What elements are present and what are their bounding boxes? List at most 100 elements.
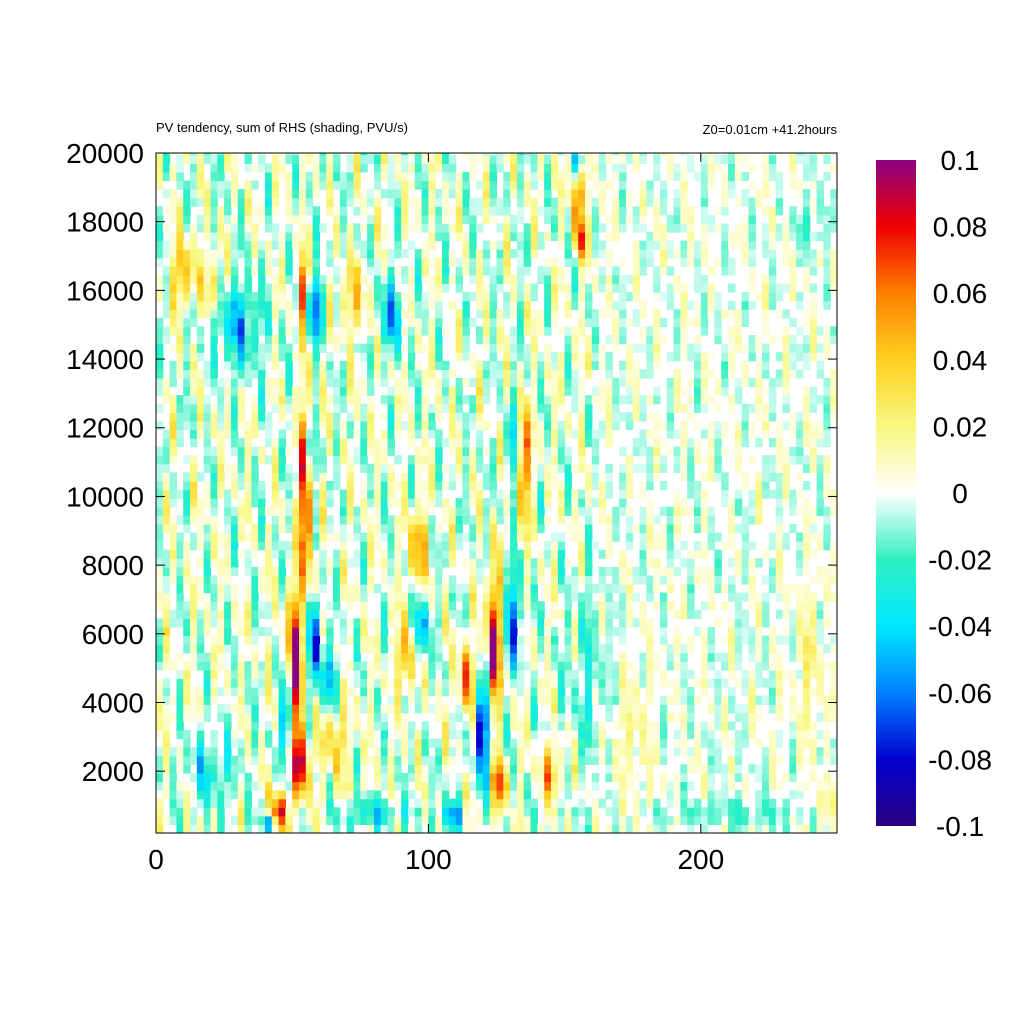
heatmap-cell bbox=[401, 515, 409, 525]
heatmap-cell bbox=[516, 652, 525, 662]
heatmap-cell bbox=[462, 738, 470, 748]
heatmap-cell bbox=[673, 635, 681, 645]
heatmap-cell bbox=[659, 635, 668, 645]
heatmap-cell bbox=[414, 747, 423, 757]
heatmap-cell bbox=[591, 721, 600, 731]
heatmap-cell bbox=[523, 480, 532, 491]
heatmap-cell bbox=[373, 231, 382, 242]
heatmap-cell bbox=[285, 815, 293, 826]
heatmap-cell bbox=[292, 335, 300, 345]
heatmap-cell bbox=[401, 626, 409, 637]
heatmap-cell bbox=[414, 549, 423, 559]
heatmap-cell bbox=[339, 695, 348, 705]
heatmap-cell bbox=[162, 652, 171, 662]
heatmap-cell bbox=[203, 695, 212, 705]
heatmap-cell bbox=[442, 283, 450, 293]
heatmap-cell bbox=[407, 687, 416, 697]
heatmap-cell bbox=[237, 798, 246, 808]
heatmap-cell bbox=[387, 678, 395, 688]
heatmap-cell bbox=[516, 326, 525, 336]
heatmap-cell bbox=[646, 764, 654, 774]
heatmap-cell bbox=[176, 283, 184, 293]
heatmap-cell bbox=[496, 283, 504, 293]
heatmap-cell bbox=[625, 317, 634, 328]
heatmap-cell bbox=[319, 292, 327, 302]
heatmap-cell bbox=[305, 283, 314, 293]
heatmap-cell bbox=[373, 283, 382, 293]
heatmap-cell bbox=[680, 153, 688, 156]
heatmap-cell bbox=[687, 575, 695, 585]
heatmap-cell bbox=[591, 695, 600, 705]
heatmap-cell bbox=[578, 249, 586, 259]
heatmap-cell bbox=[285, 463, 293, 473]
heatmap-cell bbox=[346, 420, 355, 431]
heatmap-cell bbox=[292, 206, 300, 216]
heatmap-cell bbox=[264, 764, 273, 774]
heatmap-cell bbox=[367, 214, 375, 225]
heatmap-cell bbox=[407, 807, 416, 817]
heatmap-cell bbox=[605, 755, 613, 765]
heatmap-cell bbox=[360, 154, 368, 164]
heatmap-cell bbox=[687, 704, 695, 714]
heatmap-cell bbox=[516, 180, 525, 190]
heatmap-cell bbox=[224, 489, 232, 499]
heatmap-cell bbox=[693, 266, 702, 276]
heatmap-cell bbox=[476, 223, 484, 233]
heatmap-cell bbox=[373, 747, 382, 757]
heatmap-cell bbox=[380, 515, 389, 525]
heatmap-cell bbox=[285, 584, 293, 594]
heatmap-cell bbox=[489, 266, 498, 276]
heatmap-cell bbox=[659, 695, 668, 705]
heatmap-cell bbox=[190, 626, 198, 637]
heatmap-cell bbox=[285, 274, 293, 285]
heatmap-cell bbox=[244, 472, 252, 482]
heatmap-cell bbox=[666, 171, 675, 182]
heatmap-cell bbox=[673, 566, 681, 577]
heatmap-cell bbox=[571, 377, 579, 388]
heatmap-cell bbox=[700, 652, 709, 662]
heatmap-cell bbox=[169, 189, 178, 199]
heatmap-cell bbox=[292, 747, 300, 757]
heatmap-cell bbox=[237, 824, 246, 833]
heatmap-cell bbox=[680, 764, 688, 774]
heatmap-cell bbox=[693, 729, 702, 740]
heatmap-cell bbox=[462, 189, 470, 199]
heatmap-cell bbox=[169, 609, 178, 619]
heatmap-cell bbox=[448, 480, 457, 491]
heatmap-cell bbox=[571, 738, 579, 748]
heatmap-cell bbox=[550, 360, 559, 370]
heatmap-cell bbox=[203, 283, 212, 293]
heatmap-cell bbox=[183, 489, 191, 499]
heatmap-cell bbox=[530, 489, 538, 499]
heatmap-cell bbox=[156, 584, 164, 594]
heatmap-cell bbox=[292, 584, 300, 594]
heatmap-cell bbox=[326, 635, 334, 645]
heatmap-cell bbox=[571, 300, 579, 310]
heatmap-cell bbox=[462, 292, 470, 302]
heatmap-cell bbox=[217, 231, 225, 242]
heatmap-cell bbox=[598, 798, 607, 808]
heatmap-cell bbox=[292, 153, 300, 156]
heatmap-cell bbox=[210, 214, 218, 225]
heatmap-cell bbox=[299, 326, 307, 336]
heatmap-cell bbox=[224, 214, 232, 225]
heatmap-cell bbox=[503, 584, 511, 594]
heatmap-cell bbox=[455, 523, 464, 534]
heatmap-cell bbox=[476, 498, 484, 508]
heatmap-cell bbox=[489, 790, 498, 800]
heatmap-cell bbox=[394, 764, 402, 774]
heatmap-cell bbox=[673, 515, 681, 525]
heatmap-cell bbox=[646, 618, 654, 628]
heatmap-cell bbox=[435, 678, 443, 688]
heatmap-cell bbox=[571, 669, 579, 680]
heatmap-cell bbox=[544, 352, 552, 362]
heatmap-cell bbox=[367, 266, 375, 276]
heatmap-cell bbox=[564, 661, 573, 671]
heatmap-cell bbox=[557, 764, 566, 774]
heatmap-cell bbox=[455, 309, 464, 319]
heatmap-cell bbox=[401, 704, 409, 714]
heatmap-cell bbox=[591, 395, 600, 405]
heatmap-cell bbox=[387, 790, 395, 800]
heatmap-cell bbox=[299, 369, 307, 379]
heatmap-cell bbox=[224, 154, 232, 164]
